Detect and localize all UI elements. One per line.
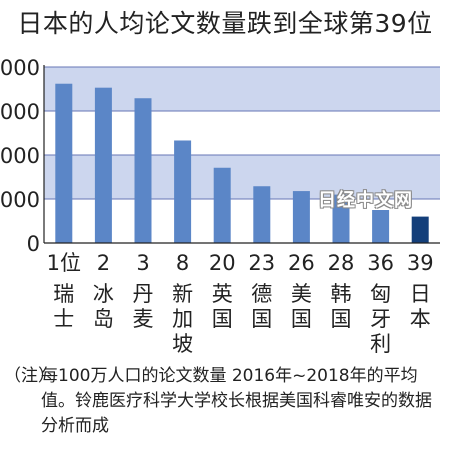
bar-8	[332, 194, 350, 243]
category-label-char: 瑞	[53, 282, 74, 306]
category-label-char: 韩	[331, 282, 352, 306]
category-label-char: 利	[370, 332, 391, 356]
y-tick-label: 1000	[0, 188, 40, 212]
y-tick-label: 0	[27, 232, 40, 256]
axes	[43, 65, 440, 244]
category-label-char: 本	[410, 307, 431, 331]
category-label-char: 美	[291, 282, 312, 306]
rank-label: 36	[367, 251, 394, 275]
bar-1	[55, 83, 73, 243]
y-tick-labels: 0 1000 2000 3000 4000	[0, 56, 40, 256]
y-tick-label: 2000	[0, 144, 40, 168]
y-tick-label: 3000	[0, 100, 40, 124]
category-label-char: 国	[291, 307, 312, 331]
category-label-char: 冰	[93, 282, 114, 306]
category-label-char: 加	[172, 307, 193, 331]
bar-7	[292, 191, 310, 243]
rank-label: 39	[407, 251, 434, 275]
rank-label: 3	[136, 251, 149, 275]
bars	[55, 83, 429, 244]
category-label-char: 匈	[370, 282, 391, 306]
category-label-char: 日	[410, 282, 431, 306]
category-label-char: 国	[212, 307, 233, 331]
footnote-label: （注）	[4, 366, 55, 386]
category-label-char: 英	[212, 282, 233, 306]
bar-6	[253, 186, 271, 243]
bar-9	[372, 210, 390, 243]
category-label-char: 国	[331, 307, 352, 331]
rank-label: 20	[209, 251, 236, 275]
footnote-text: 每100万人口的论文数量 2016年~2018年的平均值。铃鹿医疗科学大学校长根…	[41, 366, 432, 436]
category-label-char: 岛	[93, 307, 114, 331]
bar-4	[174, 140, 192, 243]
rank-label: 23	[248, 251, 275, 275]
category-label-char: 德	[251, 282, 272, 306]
rank-labels: 1位 2 3 8 20 23 26 28 36 39	[47, 251, 434, 275]
bar-2	[94, 87, 112, 244]
rank-label: 26	[288, 251, 315, 275]
rank-label: 1位	[47, 251, 81, 275]
category-label-char: 士	[53, 307, 74, 331]
y-tick-label: 4000	[0, 56, 40, 80]
category-label-char: 坡	[172, 332, 193, 356]
footnote: （注） 每100万人口的论文数量 2016年~2018年的平均值。铃鹿医疗科学大…	[4, 364, 444, 439]
watermark-logo: 日经中文网	[318, 190, 413, 211]
category-label-char: 麦	[133, 307, 154, 331]
category-label-char: 新	[172, 282, 193, 306]
rank-label: 2	[97, 251, 110, 275]
bar-10	[411, 216, 429, 243]
rank-label: 28	[328, 251, 355, 275]
category-label-char: 牙	[370, 307, 391, 331]
bar-3	[134, 98, 152, 244]
rank-label: 8	[176, 251, 189, 275]
category-label-char: 国	[251, 307, 272, 331]
bar-5	[213, 167, 231, 243]
chart-title: 日本的人均论文数量跌到全球第39位	[17, 9, 433, 38]
category-label-char: 丹	[133, 282, 154, 306]
